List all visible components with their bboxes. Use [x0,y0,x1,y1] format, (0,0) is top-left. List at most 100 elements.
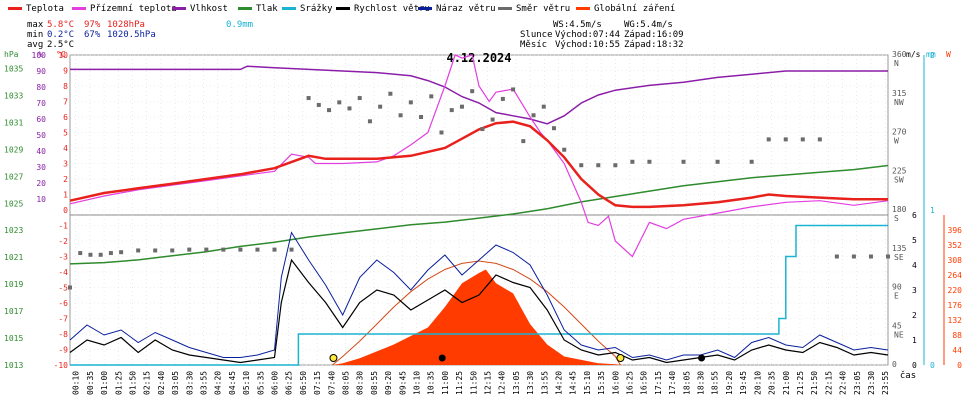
x-tick-label: 14:20 [555,371,564,395]
moonset-marker [698,354,706,362]
humidity-tick: 40 [36,147,46,156]
wind-tick: 6 [912,211,917,220]
x-tick-label: 06:00 [271,371,280,395]
legend-item: Náraz větru [418,4,496,14]
winddir-point [630,159,635,164]
winddir-point [272,247,277,252]
winddir-point [449,108,454,113]
winddir-point [470,89,475,94]
x-tick-label: 21:00 [782,371,791,395]
x-tick-label: 08:55 [370,371,379,395]
rain-unit: mm [926,50,936,59]
winddir-point [108,251,113,256]
x-tick-label: 03:05 [171,371,180,395]
winddir-point [337,100,342,105]
winddir-point [429,94,434,99]
winddir-point [316,102,321,107]
legend-swatch [418,7,432,10]
info-mesic-rise: Východ:10:55 [555,40,621,50]
temp-tick: 8 [63,82,68,91]
stat-avg-label: avg [27,40,44,50]
x-tick-label: 18:55 [711,371,720,395]
winddir-point [541,104,546,109]
temp-tick: -6 [58,299,68,308]
rain-tick: 1 [930,206,935,215]
legend-label: Rychlost větru [354,4,430,14]
x-tick-label: 18:30 [697,371,706,395]
wind-speed-line [69,258,889,364]
winddir-name: W [894,137,899,146]
chart-title: 4.12.2024 [446,51,511,65]
x-tick-label: 11:50 [469,371,478,395]
stat-max-label: max [27,20,44,30]
radiation-tick: 0 [957,361,962,370]
x-tick-label: 11:00 [441,371,450,395]
pressure-tick: 1015 [4,334,23,343]
winddir-point [551,126,556,131]
x-tick-label: 23:30 [867,371,876,395]
stat-min-press: 1020.5hPa [107,30,156,40]
x-tick-label: 15:35 [597,371,606,395]
temp-tick: -7 [58,315,68,324]
pressure-tick: 1027 [4,172,23,181]
pressure-tick: 1025 [4,199,23,208]
info-mesic-set: Západ:18:32 [624,40,684,50]
winddir-name: N [894,59,899,68]
pressure-line [69,164,889,265]
winddir-point [136,248,141,253]
x-tick-label: 03:30 [185,371,194,395]
winddir-point [153,248,158,253]
winddir-tick: 135 [892,244,907,253]
info-ws: WS:4.5m/s [553,20,602,30]
temp-tick: 7 [63,98,68,107]
winddir-point [715,159,720,164]
x-tick-label: 19:20 [725,371,734,395]
winddir-point [88,252,93,257]
x-tick-label: 05:10 [242,371,251,395]
humidity-line [70,65,888,125]
winddir-name: E [894,292,899,301]
winddir-name: NE [894,330,904,339]
x-tick-label: 04:45 [228,371,237,395]
winddir-point [868,254,873,259]
winddir-point [613,163,618,168]
legend-swatch [8,7,22,10]
temp-tick: 5 [63,129,68,138]
winddir-point [289,247,294,252]
x-tick-label: 11:25 [455,371,464,395]
winddir-point [68,285,72,290]
sun-curve [332,260,621,366]
x-tick-label: 05:35 [256,371,265,395]
rain-tick: 2 [930,51,935,60]
temp-tick: -4 [58,268,68,277]
x-tick-label: 00:35 [86,371,95,395]
temp-tick: -3 [58,253,68,262]
x-tick-label: 08:05 [342,371,351,395]
winddir-point [419,115,424,119]
winddir-point [500,96,505,101]
winddir-point [98,252,103,257]
x-tick-label: 04:20 [214,371,223,395]
legend-swatch [238,7,252,10]
winddir-tick: 0 [892,360,897,369]
stat-max-rain: 0.9mm [226,20,254,30]
temp-tick: 6 [63,113,68,122]
wind-tick: 0 [912,361,917,370]
legend-label: Náraz větru [436,4,496,14]
winddir-tick: 270 [892,128,907,137]
humidity-tick: 70 [36,99,46,108]
x-tick-label: 01:50 [128,371,137,395]
info-slunce-set: Západ:16:09 [624,30,684,40]
winddir-point [817,137,822,142]
x-tick-label: 09:20 [384,371,393,395]
pressure-unit: hPa [4,50,19,59]
legend-swatch [576,7,590,10]
radiation-tick: 396 [948,226,963,235]
winddir-point [647,159,652,164]
temp-tick: 2 [63,175,68,184]
winddir-point [749,159,754,164]
stat-max-temp: 5.8°C [47,20,75,30]
x-tick-label: 21:50 [810,371,819,395]
legend-label: Přízemní teplota [90,4,177,14]
